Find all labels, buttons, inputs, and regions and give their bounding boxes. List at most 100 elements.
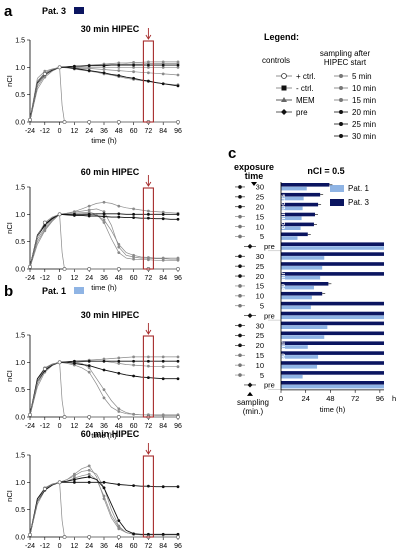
- panel-letter-b: b: [4, 283, 13, 300]
- x-axis-label: time (h): [91, 136, 117, 145]
- series-point: [161, 258, 165, 262]
- series-point: [176, 73, 180, 77]
- series-point: [161, 217, 165, 221]
- series-point: [161, 256, 165, 260]
- bar-x-tick-label: 72: [351, 394, 359, 403]
- highlight-box-72h: [142, 40, 154, 123]
- y-tick-label: 0.0: [15, 415, 25, 422]
- series-point: [147, 359, 150, 363]
- series-point: [87, 69, 91, 73]
- x-tick-label: 84: [159, 423, 167, 430]
- series-point: [87, 67, 91, 70]
- series-point: [102, 221, 106, 224]
- y-tick-label: 1.5: [15, 185, 25, 192]
- bar-pat3: [281, 371, 384, 375]
- series-point: [102, 480, 106, 484]
- x-tick-label: 72: [145, 543, 153, 550]
- series-point: [117, 63, 121, 67]
- bar-pat1: [281, 335, 325, 339]
- series-point: [147, 364, 150, 368]
- legend-sampling-marker: [339, 98, 343, 102]
- bar-pat3: [281, 321, 384, 326]
- series-point: [176, 65, 180, 69]
- bar-pat1: [281, 285, 314, 290]
- series-point: [43, 229, 47, 233]
- series-point: [147, 532, 150, 536]
- legend-sampling-label: 30 min: [352, 132, 376, 141]
- bar-row-label: 15: [256, 282, 264, 291]
- series-point: [43, 223, 47, 227]
- series-point: [62, 120, 67, 124]
- highlight-arrowhead: [145, 329, 152, 335]
- series-point: [176, 84, 180, 88]
- legend-control-label: MEM: [296, 96, 315, 105]
- legend-sampling-title-1: sampling after: [320, 49, 371, 58]
- bar-x-tick-label: 0: [279, 394, 283, 403]
- bar-pat3: [281, 202, 319, 207]
- x-tick-label: 72: [145, 423, 153, 430]
- legend-control-marker: [281, 85, 287, 91]
- series-point: [132, 216, 136, 220]
- bar-group-label: 60 min: [280, 271, 287, 292]
- x-tick-label: 96: [174, 423, 182, 430]
- series-point: [42, 220, 47, 225]
- series-point: [102, 200, 106, 204]
- series-point: [117, 243, 121, 246]
- bar-row-label: 10: [256, 222, 264, 231]
- bar-pat3: [281, 192, 321, 197]
- pat3-label: Pat. 3: [42, 6, 66, 16]
- x-tick-label: -24: [25, 543, 35, 550]
- bar-legend-label-pat3: Pat. 3: [348, 198, 369, 207]
- bar-pat3: [281, 291, 323, 296]
- series-point: [116, 267, 121, 271]
- chart-title: 60 min HIPEC: [81, 167, 140, 177]
- series-point: [176, 212, 180, 216]
- series-point: [28, 117, 32, 122]
- bar-row-label: 25: [256, 331, 264, 340]
- pat1-swatch: [74, 287, 84, 294]
- series-point: [87, 475, 91, 479]
- x-tick-label: 36: [100, 423, 108, 430]
- y-tick-label: 0.0: [15, 120, 25, 127]
- x-tick-label: 24: [85, 543, 93, 550]
- bar-pat3: [281, 331, 384, 336]
- series-point: [176, 359, 180, 363]
- series-point: [117, 410, 121, 413]
- sampling-label-2: (min.): [243, 407, 264, 416]
- y-tick-label: 1.0: [15, 480, 25, 487]
- series-point: [28, 532, 32, 537]
- y-tick-label: 0.0: [15, 267, 25, 274]
- bar-pat3: [281, 262, 384, 266]
- y-tick-label: 0.0: [15, 535, 25, 542]
- series-point: [87, 267, 92, 271]
- bar-pat1: [281, 186, 307, 191]
- series-point: [147, 376, 150, 380]
- series-point: [132, 76, 136, 80]
- series-point: [161, 72, 165, 76]
- x-tick-label: 48: [115, 423, 123, 430]
- series-point: [73, 474, 76, 478]
- y-tick-label: 0.5: [15, 92, 25, 99]
- exposure-header-1: exposure: [234, 162, 274, 172]
- x-tick-label: 48: [115, 275, 123, 282]
- bar-pat3: [281, 361, 384, 365]
- bar-pat3: [281, 301, 384, 306]
- series-point: [102, 388, 106, 392]
- series-line: [29, 66, 178, 123]
- series-point: [87, 535, 92, 539]
- series-point: [161, 210, 165, 214]
- series-point: [132, 532, 136, 536]
- series-point: [132, 355, 136, 359]
- bar-row-label: 30: [256, 183, 264, 192]
- x-tick-label: 60: [130, 423, 138, 430]
- bar-group-label: continuous: [280, 194, 287, 229]
- bar-row-label: 25: [256, 262, 264, 271]
- bar-pat3: [281, 183, 330, 187]
- bar-pat3: [281, 212, 315, 217]
- bar-pat3: [281, 242, 384, 246]
- series-point: [132, 484, 136, 488]
- bar-pat3: [281, 351, 384, 355]
- series-point: [176, 267, 180, 271]
- bar-pat1: [281, 266, 323, 270]
- bar-row-label: 10: [256, 292, 264, 301]
